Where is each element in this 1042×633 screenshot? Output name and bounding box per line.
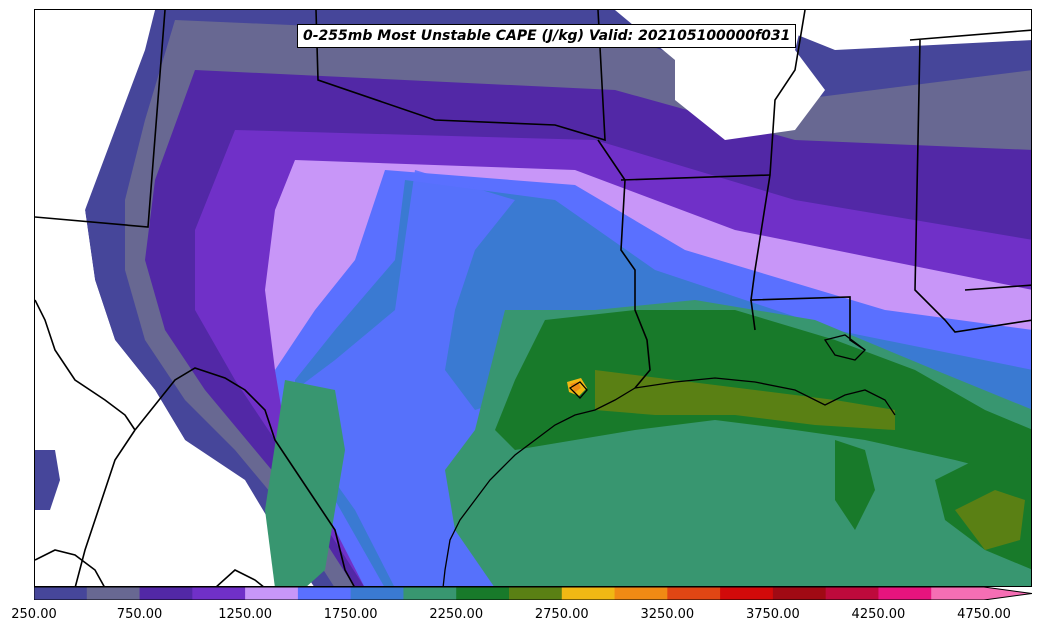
colorbar-segment [878,587,932,600]
colorbar-tick-label: 4750.00 [957,607,1011,622]
colorbar-segment [192,587,246,600]
colorbar-segment [456,587,510,600]
colorbar-tick-label: 250.00 [11,607,57,622]
colorbar-segment [403,587,457,600]
cape-map [35,10,1031,586]
coastline [442,334,896,586]
colorbar-segment [86,587,141,600]
colorbar-segment [667,587,721,600]
colorbar-segment [720,587,774,600]
map-title: 0-255mb Most Unstable CAPE (J/kg) Valid:… [297,24,797,48]
colorbar-outline [34,587,1032,600]
map-panel: 0-255mb Most Unstable CAPE (J/kg) Valid:… [34,9,1032,587]
colorbar-segment [34,587,88,600]
cape-field [35,10,1031,586]
colorbar-segment [509,587,563,600]
colorbar-tick-label: 3250.00 [640,607,695,622]
state-borders [35,10,1031,586]
colorbar-tick-label: 2750.00 [534,607,589,622]
colorbar-tick-label: 3750.00 [745,607,800,622]
colorbar [34,587,1032,600]
colorbar-segment [561,587,616,600]
colorbar-segment [825,587,879,600]
colorbar-segment [297,587,352,600]
colorbar-segment [614,587,668,600]
colorbar-segment [139,587,193,600]
colorbar-segment [772,587,827,600]
colorbar-tick-label: 1250.00 [218,607,272,622]
colorbar-tick-label: 4250.00 [851,607,906,622]
colorbar-segment [245,587,299,600]
colorbar-tick-label: 2250.00 [429,607,484,622]
colorbar-tick-label: 750.00 [116,607,163,622]
colorbar-tick-label: 1750.00 [323,607,378,622]
colorbar-segment [931,587,1032,600]
colorbar-segment [350,587,404,600]
